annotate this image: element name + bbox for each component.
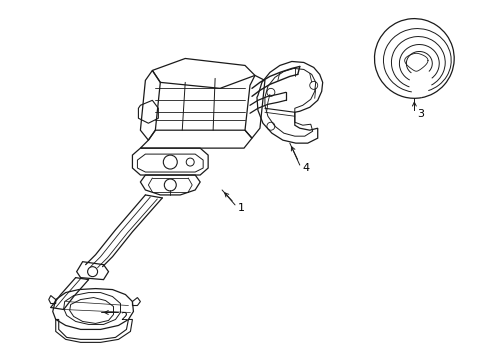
Text: 3: 3: [417, 109, 424, 119]
Text: 2: 2: [121, 312, 127, 323]
Text: 4: 4: [303, 163, 310, 173]
Text: 1: 1: [238, 203, 245, 213]
